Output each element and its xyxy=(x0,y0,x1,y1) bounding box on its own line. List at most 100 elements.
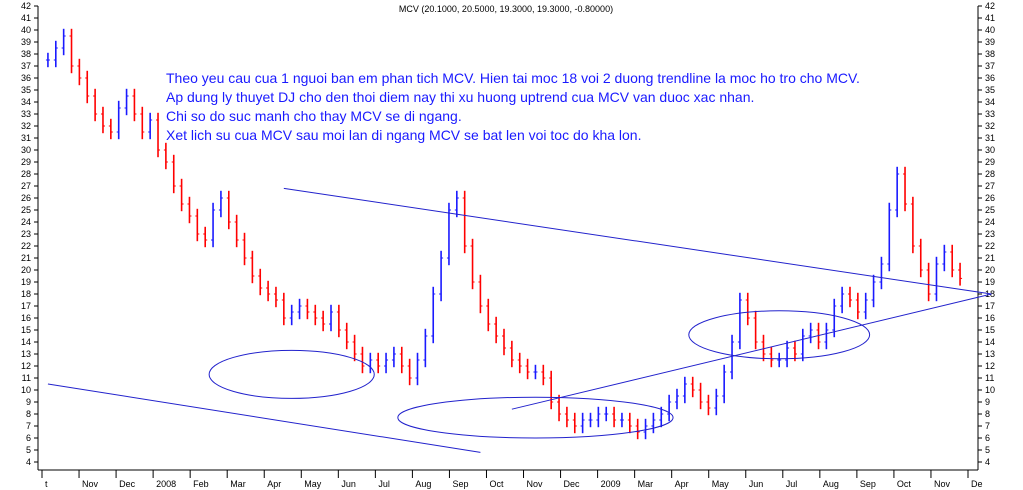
y-tick-label-right: 30 xyxy=(985,145,995,155)
y-tick-label-left: 12 xyxy=(21,361,31,371)
y-tick-label-left: 22 xyxy=(21,241,31,251)
y-tick-label-right: 23 xyxy=(985,229,995,239)
x-tick-label: Jul xyxy=(378,479,390,489)
y-tick-label-left: 6 xyxy=(26,433,31,443)
x-tick-label: Sep xyxy=(860,479,876,489)
y-tick-label-left: 17 xyxy=(21,301,31,311)
y-tick-label-right: 40 xyxy=(985,25,995,35)
y-tick-label-left: 39 xyxy=(21,37,31,47)
trendline xyxy=(283,187,992,295)
y-tick-label-left: 21 xyxy=(21,253,31,263)
y-tick-label-right: 8 xyxy=(985,409,990,419)
annotation-line: Ap dung ly thuyet DJ cho den thoi diem n… xyxy=(166,89,754,105)
x-tick-label: t xyxy=(45,479,48,489)
y-tick-label-left: 14 xyxy=(21,337,31,347)
x-axis: t Nov Dec 2008 Feb Mar Apr May Jun Jul Aug Sep Oct No… xyxy=(41,470,983,489)
y-tick-label-left: 9 xyxy=(26,397,31,407)
highlight-ellipse xyxy=(397,396,674,439)
y-tick-label-left: 23 xyxy=(21,229,31,239)
chart-title: MCV (20.1000, 20.5000, 19.3000, 19.3000,… xyxy=(399,4,613,14)
y-tick-label-right: 31 xyxy=(985,133,995,143)
x-tick-label: Oct xyxy=(897,479,912,489)
y-tick-label-right: 37 xyxy=(985,61,995,71)
y-tick-label-right: 4 xyxy=(985,457,990,467)
y-tick-label-left: 34 xyxy=(21,97,31,107)
y-tick-label-right: 21 xyxy=(985,253,995,263)
y-tick-label-right: 11 xyxy=(985,373,994,383)
x-tick-label: Aug xyxy=(415,479,431,489)
y-tick-label-right: 25 xyxy=(985,205,995,215)
x-tick-label: Dec xyxy=(119,479,136,489)
y-tick-label-left: 19 xyxy=(21,277,31,287)
y-tick-label-right: 20 xyxy=(985,265,995,275)
y-tick-label-right: 7 xyxy=(985,421,990,431)
trend-overlays xyxy=(47,187,992,453)
y-tick-label-right: 33 xyxy=(985,109,995,119)
y-tick-label-left: 15 xyxy=(21,325,31,335)
y-tick-label-right: 29 xyxy=(985,157,995,167)
y-tick-label-left: 33 xyxy=(21,109,31,119)
y-tick-label-left: 32 xyxy=(21,121,31,131)
price-bars xyxy=(45,28,963,440)
y-tick-label-right: 42 xyxy=(985,1,995,11)
y-tick-label-right: 39 xyxy=(985,37,995,47)
y-axis-left: 4 5 6 7 8 9 10 11 12 13 14 15 16 17 18 19 20 21 22 23 24 25 26… xyxy=(21,1,38,467)
y-tick-label-left: 42 xyxy=(21,1,31,11)
y-tick-label-right: 16 xyxy=(985,313,995,323)
x-tick-label: Apr xyxy=(675,479,689,489)
x-tick-label: May xyxy=(712,479,730,489)
y-tick-label-left: 13 xyxy=(21,349,31,359)
x-tick-label: Oct xyxy=(489,479,504,489)
y-tick-label-right: 15 xyxy=(985,325,995,335)
y-tick-label-left: 30 xyxy=(21,145,31,155)
y-tick-label-left: 37 xyxy=(21,61,31,71)
y-tick-label-right: 24 xyxy=(985,217,995,227)
y-tick-label-left: 31 xyxy=(21,133,31,143)
y-tick-label-left: 35 xyxy=(21,85,31,95)
y-tick-label-right: 41 xyxy=(985,13,995,23)
x-tick-label: Aug xyxy=(823,479,839,489)
y-axis-right: 4567891011121314151617181920212223242526… xyxy=(978,1,995,467)
y-tick-label-left: 38 xyxy=(21,49,31,59)
y-tick-label-left: 20 xyxy=(21,265,31,275)
x-tick-label: Nov xyxy=(527,479,544,489)
x-tick-label: De xyxy=(971,479,983,489)
y-tick-label-left: 36 xyxy=(21,73,31,83)
y-tick-label-left: 26 xyxy=(21,193,31,203)
y-tick-label-left: 8 xyxy=(26,409,31,419)
x-tick-label: Nov xyxy=(934,479,951,489)
x-tick-label: Nov xyxy=(82,479,99,489)
highlight-ellipse xyxy=(208,349,375,399)
y-tick-label-right: 38 xyxy=(985,49,995,59)
y-tick-label-left: 10 xyxy=(21,385,31,395)
y-tick-label-right: 17 xyxy=(985,301,995,311)
y-tick-label-right: 26 xyxy=(985,193,995,203)
y-tick-label-right: 6 xyxy=(985,433,990,443)
trendline xyxy=(511,293,992,410)
y-tick-label-right: 35 xyxy=(985,85,995,95)
y-tick-label-right: 28 xyxy=(985,169,995,179)
x-tick-label: Jun xyxy=(749,479,764,489)
highlight-ellipse xyxy=(688,310,871,360)
y-tick-label-right: 5 xyxy=(985,445,990,455)
y-tick-label-right: 32 xyxy=(985,121,995,131)
x-tick-label: 2009 xyxy=(601,479,621,489)
x-tick-label: Sep xyxy=(452,479,468,489)
y-tick-label-left: 25 xyxy=(21,205,31,215)
annotation-text: Theo yeu cau cua 1 nguoi ban em phan tic… xyxy=(166,70,860,143)
x-tick-label: May xyxy=(304,479,322,489)
y-tick-label-right: 27 xyxy=(985,181,995,191)
x-tick-label: Dec xyxy=(564,479,581,489)
y-tick-label-left: 29 xyxy=(21,157,31,167)
x-tick-label: Mar xyxy=(230,479,246,489)
y-tick-label-right: 19 xyxy=(985,277,995,287)
annotation-line: Chi so do suc manh cho thay MCV se di ng… xyxy=(166,108,462,124)
x-tick-label: Feb xyxy=(193,479,209,489)
y-tick-label-right: 36 xyxy=(985,73,995,83)
y-tick-label-right: 10 xyxy=(985,385,995,395)
y-tick-label-left: 27 xyxy=(21,181,31,191)
y-tick-label-left: 40 xyxy=(21,25,31,35)
y-tick-label-right: 13 xyxy=(985,349,995,359)
y-tick-label-left: 11 xyxy=(22,373,31,383)
y-tick-label-left: 7 xyxy=(26,421,31,431)
